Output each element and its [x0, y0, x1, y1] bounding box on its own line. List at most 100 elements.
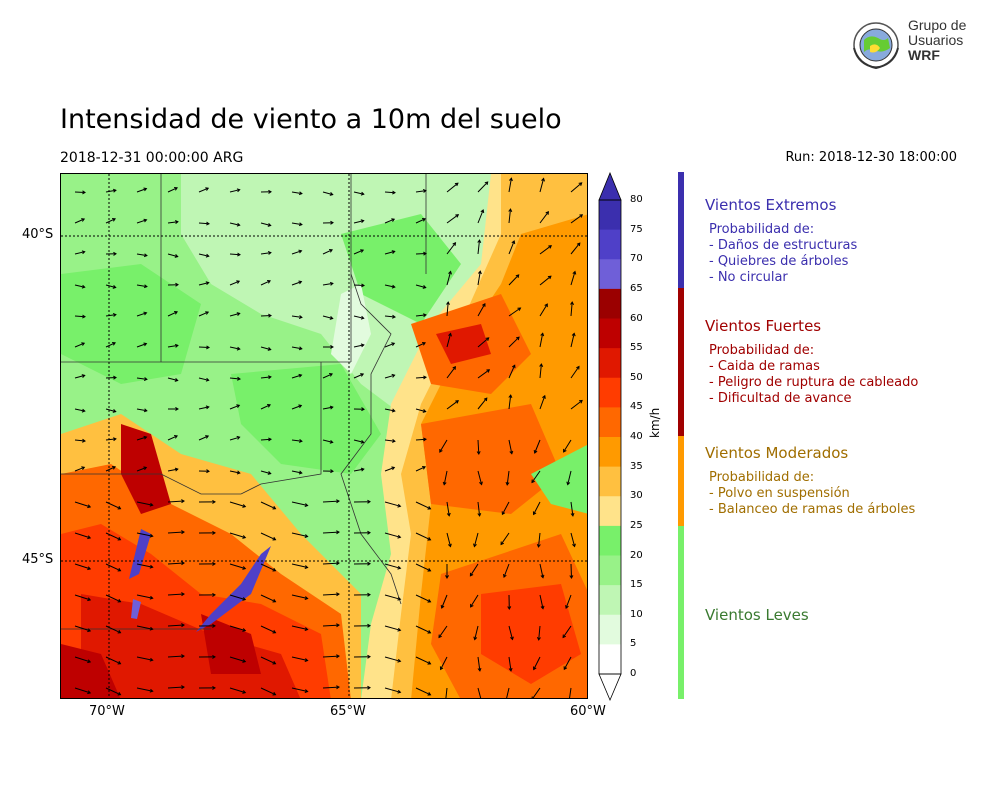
wind-arrow-head: [174, 254, 179, 258]
wind-arrow-head: [205, 405, 210, 410]
category-line: - No circular: [709, 270, 788, 285]
wind-arrow: [291, 250, 302, 255]
colorbar-tick: 10: [630, 608, 643, 620]
wind-arrow: [74, 408, 85, 412]
wind-arrow-head: [448, 270, 452, 275]
wind-arrow: [167, 562, 185, 565]
wind-arrow-head: [81, 374, 86, 378]
wind-arrow-head: [571, 332, 576, 337]
wind-arrow-head: [205, 435, 210, 439]
wind-arrow: [415, 466, 426, 472]
wind-arrow-head: [545, 211, 549, 215]
wind-arrow-head: [87, 628, 92, 633]
wind-arrow: [570, 214, 583, 224]
wind-arrow-head: [483, 397, 488, 402]
wind-arrow-head: [143, 311, 148, 316]
wind-arrow-head: [272, 691, 277, 696]
wind-arrow-head: [336, 685, 340, 690]
wind-arrow: [198, 282, 209, 286]
wind-arrow: [74, 466, 85, 472]
wind-arrow-head: [236, 280, 241, 284]
wind-arrow-head: [267, 471, 272, 475]
colorbar-tick: 35: [630, 460, 643, 472]
wind-arrow: [260, 280, 271, 286]
wind-arrow-head: [476, 451, 481, 455]
wind-arrow: [291, 594, 308, 599]
wind-arrow-head: [329, 439, 334, 444]
wind-arrow-head: [541, 177, 545, 182]
wind-arrow: [384, 250, 395, 255]
wind-arrow: [384, 656, 401, 662]
wind-arrow-head: [212, 499, 216, 504]
wind-arrow-head: [427, 630, 432, 634]
wind-arrow-head: [391, 342, 396, 346]
wind-arrow-head: [576, 365, 580, 370]
wind-arrow-head: [422, 342, 426, 346]
wind-arrow-head: [212, 530, 216, 535]
wind-arrow-head: [422, 285, 427, 289]
wind-arrow: [291, 222, 302, 226]
wind-arrow: [291, 374, 302, 379]
wind-arrow: [167, 686, 185, 689]
colorbar-swatch: [599, 318, 621, 349]
wind-arrow: [136, 563, 153, 568]
wind-arrow-head: [242, 690, 247, 694]
wind-arrow: [167, 187, 178, 193]
logo-line-1: Grupo de: [908, 17, 967, 33]
wind-arrow-head: [548, 245, 552, 249]
wind-arrow-head: [511, 240, 516, 245]
wind-arrow-head: [268, 313, 272, 318]
wind-arrow-head: [81, 284, 86, 289]
wind-arrow-head: [391, 408, 396, 413]
wind-arrow: [229, 436, 240, 441]
wind-arrow-head: [422, 409, 427, 413]
wind-arrow: [439, 439, 448, 453]
wind-arrow-head: [236, 312, 241, 316]
wind-arrow: [105, 625, 121, 634]
wind-arrow: [539, 594, 544, 609]
wind-arrow-head: [81, 218, 86, 222]
wind-arrow-head: [267, 404, 271, 408]
wind-arrow: [477, 397, 488, 410]
wind-arrow-head: [112, 312, 117, 317]
wind-arrow: [198, 377, 209, 381]
colorbar-tick: 20: [630, 549, 643, 561]
wind-arrow: [105, 284, 116, 288]
wind-arrow-head: [422, 188, 427, 193]
wind-arrow-head: [367, 685, 371, 690]
wind-arrow: [167, 624, 185, 627]
wind-arrow-head: [447, 543, 452, 548]
wind-arrow: [384, 532, 401, 538]
wind-arrow-head: [531, 696, 535, 698]
wind-arrow-head: [149, 688, 154, 693]
wind-arrow: [446, 214, 459, 224]
logo-line-2: Usuarios: [908, 32, 964, 48]
colorbar-swatch: [599, 437, 621, 468]
wind-arrow: [229, 189, 240, 193]
wind-arrow: [136, 467, 147, 472]
wind-arrow-head: [242, 628, 247, 632]
category-moderate: Vientos Moderados Probabilidad de: - Pol…: [705, 444, 915, 518]
wind-arrow: [260, 501, 276, 510]
category-line: Probabilidad de:: [709, 343, 815, 358]
wind-arrow: [446, 271, 452, 286]
wind-arrow-head: [81, 408, 86, 413]
wind-arrow-head: [117, 660, 122, 665]
category-line: - Caida de ramas: [709, 359, 820, 374]
wind-arrow-head: [422, 466, 426, 470]
wind-arrow-head: [272, 505, 277, 510]
wind-arrow-head: [81, 438, 86, 443]
wind-arrow: [384, 315, 396, 318]
wind-arrow: [539, 364, 542, 379]
wind-arrow-head: [515, 336, 520, 341]
category-line: - Quiebres de árboles: [709, 254, 849, 269]
wind-arrow: [477, 209, 484, 224]
run-label: Run: 2018-12-30 18:00:00: [785, 150, 957, 165]
wind-arrow-head: [87, 690, 92, 695]
colorbar: 80 75 70 65 60 55 50 45 40 35 30 25 20 15 10 5 0: [598, 172, 668, 702]
wind-arrow: [508, 439, 513, 454]
wind-arrow: [384, 218, 395, 224]
wind-arrow: [384, 342, 395, 348]
wind-arrow-head: [542, 394, 546, 399]
wind-arrow-head: [427, 537, 432, 541]
